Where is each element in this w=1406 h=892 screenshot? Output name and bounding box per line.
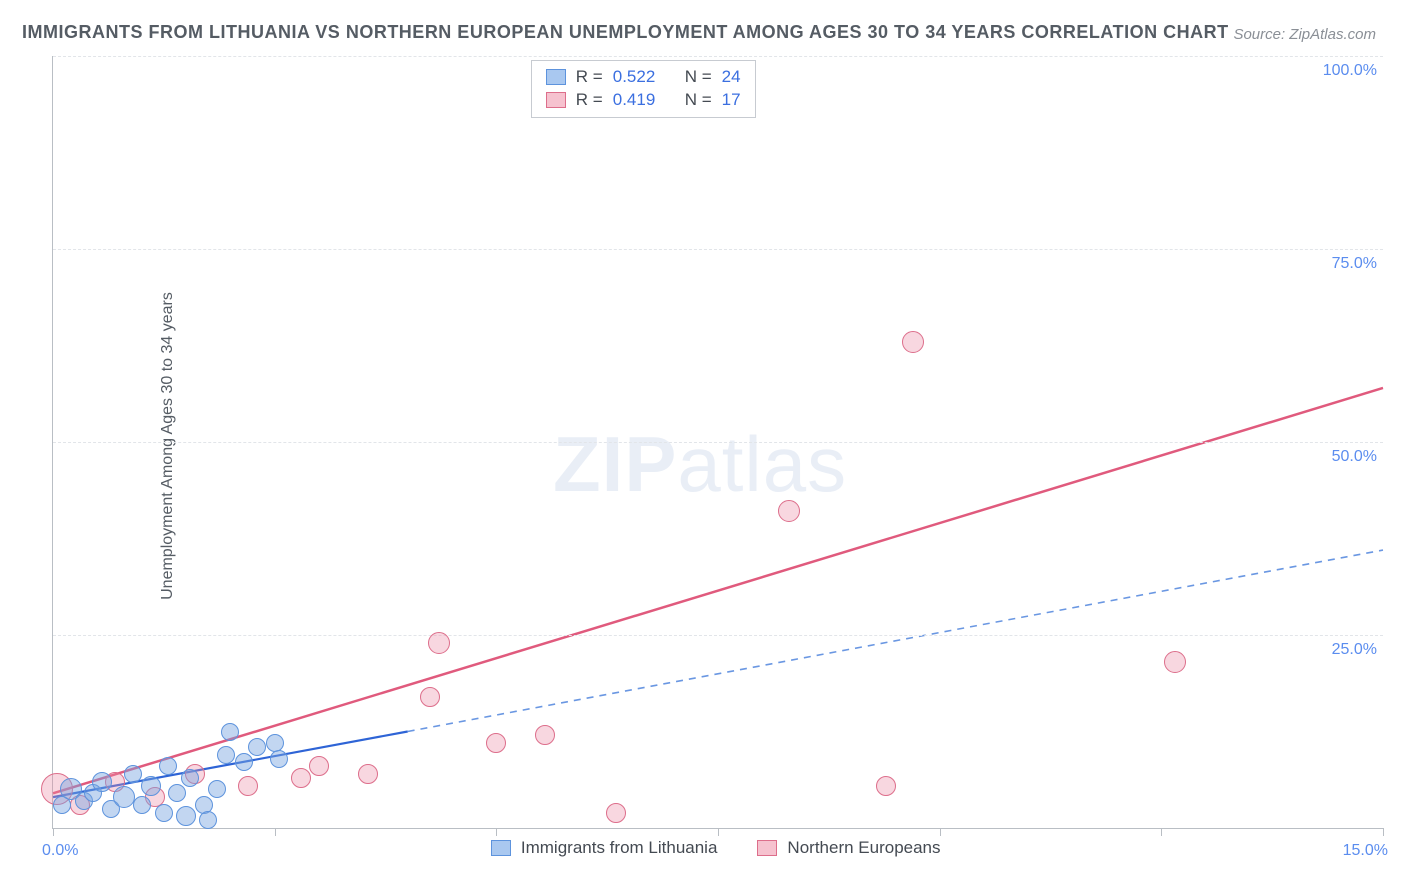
legend-swatch xyxy=(757,840,777,856)
lithuania-point xyxy=(124,765,142,783)
gridline xyxy=(53,635,1383,636)
lithuania-point xyxy=(141,776,161,796)
northern-european-point xyxy=(876,776,896,796)
northern-european-point xyxy=(358,764,378,784)
x-tick-label-right: 15.0% xyxy=(1343,842,1388,860)
lithuania-point xyxy=(159,757,177,775)
legend-r-label: R = xyxy=(576,66,603,89)
legend-r-value: 0.419 xyxy=(613,89,656,112)
legend-row: R = 0.522 N = 24 xyxy=(546,66,741,89)
trend-line xyxy=(53,388,1383,793)
northern-european-point xyxy=(606,803,626,823)
legend-swatch xyxy=(546,92,566,108)
series-legend-label: Northern Europeans xyxy=(787,838,940,858)
source-label: Source: ZipAtlas.com xyxy=(1233,26,1376,43)
y-tick-label: 50.0% xyxy=(1332,448,1377,466)
northern-european-point xyxy=(486,733,506,753)
plot-area: ZIPatlas 25.0%50.0%75.0%100.0% xyxy=(52,56,1383,829)
gridline xyxy=(53,442,1383,443)
northern-european-point xyxy=(238,776,258,796)
lithuania-point xyxy=(92,772,112,792)
northern-european-point xyxy=(778,500,800,522)
legend-n-value: 24 xyxy=(722,66,741,89)
gridline xyxy=(53,56,1383,57)
northern-european-point xyxy=(902,331,924,353)
lithuania-point xyxy=(113,786,135,808)
legend-r-label: R = xyxy=(576,89,603,112)
y-tick-label: 25.0% xyxy=(1332,641,1377,659)
lithuania-point xyxy=(235,753,253,771)
lithuania-point xyxy=(176,806,196,826)
legend-n-label: N = xyxy=(685,66,712,89)
lithuania-point xyxy=(248,738,266,756)
legend-swatch xyxy=(546,69,566,85)
chart-title: IMMIGRANTS FROM LITHUANIA VS NORTHERN EU… xyxy=(22,22,1229,43)
legend-n-label: N = xyxy=(685,89,712,112)
lithuania-point xyxy=(181,769,199,787)
x-tick xyxy=(718,828,719,836)
series-legend-item: Northern Europeans xyxy=(757,838,940,858)
y-tick-label: 75.0% xyxy=(1332,255,1377,273)
lithuania-point xyxy=(270,750,288,768)
series-legend-item: Immigrants from Lithuania xyxy=(491,838,718,858)
lithuania-point xyxy=(155,804,173,822)
x-tick xyxy=(496,828,497,836)
x-tick xyxy=(53,828,54,836)
northern-european-point xyxy=(291,768,311,788)
legend-r-value: 0.522 xyxy=(613,66,656,89)
northern-european-point xyxy=(535,725,555,745)
northern-european-point xyxy=(1164,651,1186,673)
legend-swatch xyxy=(491,840,511,856)
lithuania-point xyxy=(133,796,151,814)
lithuania-point xyxy=(208,780,226,798)
series-legend: Immigrants from Lithuania Northern Europe… xyxy=(491,838,941,858)
x-tick-label-left: 0.0% xyxy=(42,842,78,860)
lithuania-point xyxy=(221,723,239,741)
lithuania-point xyxy=(199,811,217,829)
correlation-legend: R = 0.522 N = 24 R = 0.419 N = 17 xyxy=(531,60,756,118)
northern-european-point xyxy=(420,687,440,707)
gridline xyxy=(53,249,1383,250)
x-tick xyxy=(1161,828,1162,836)
legend-n-value: 17 xyxy=(722,89,741,112)
northern-european-point xyxy=(428,632,450,654)
northern-european-point xyxy=(309,756,329,776)
x-tick xyxy=(1383,828,1384,836)
x-tick xyxy=(940,828,941,836)
x-tick xyxy=(275,828,276,836)
lithuania-point xyxy=(217,746,235,764)
lithuania-point xyxy=(168,784,186,802)
legend-row: R = 0.419 N = 17 xyxy=(546,89,741,112)
y-tick-label: 100.0% xyxy=(1323,62,1377,80)
series-legend-label: Immigrants from Lithuania xyxy=(521,838,718,858)
